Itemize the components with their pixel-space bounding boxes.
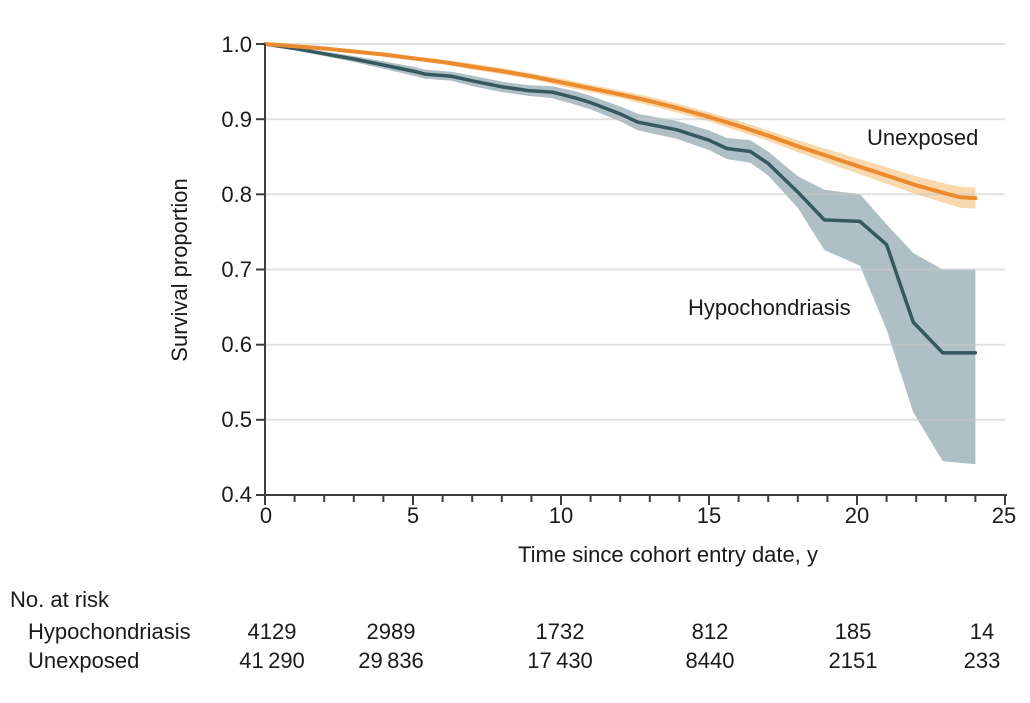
x-tick-label: 0: [259, 503, 273, 528]
y-tick-label: 0.8: [221, 182, 252, 207]
at-risk-value: 233: [963, 648, 1001, 673]
at-risk-value: 41 290: [239, 648, 305, 673]
x-tick-label: 10: [548, 503, 574, 528]
hypochondriasis-curve: [263, 42, 978, 355]
at-risk-title: No. at risk: [10, 587, 110, 612]
series-label-hypochondriasis: Hypochondriasis: [688, 295, 851, 320]
x-tick-label: 25: [991, 503, 1017, 528]
at-risk-value: 14: [969, 619, 995, 644]
y-tick-label: 0.9: [221, 107, 252, 132]
y-tick-label: 0.6: [221, 332, 252, 357]
unexposed-curve: [263, 42, 978, 201]
series-label-unexposed: Unexposed: [867, 125, 979, 150]
at-risk-value: 29 836: [358, 648, 424, 673]
at-risk-value: 17 430: [527, 648, 593, 673]
y-tick-label: 0.4: [221, 482, 252, 507]
at-risk-value: 1732: [535, 619, 585, 644]
y-tick-label: 0.5: [221, 407, 252, 432]
y-tick-label: 0.7: [221, 257, 252, 282]
at-risk-value: 2989: [366, 619, 416, 644]
at-risk-row-label: Unexposed: [28, 648, 140, 673]
at-risk-value: 2151: [828, 648, 878, 673]
at-risk-value: 185: [834, 619, 872, 644]
x-tick-label: 15: [696, 503, 722, 528]
y-tick-label: 1.0: [221, 32, 252, 57]
x-tick-label: 5: [406, 503, 420, 528]
x-tick-label: 20: [844, 503, 870, 528]
hypochondriasis-ci-band: [265, 44, 976, 465]
x-axis-title: Time since cohort entry date, y: [518, 542, 818, 567]
at-risk-value: 812: [691, 619, 729, 644]
at-risk-value: 4129: [247, 619, 297, 644]
at-risk-row-label: Hypochondriasis: [28, 619, 191, 644]
at-risk-value: 8440: [685, 648, 735, 673]
y-axis-title: Survival proportion: [167, 178, 192, 362]
